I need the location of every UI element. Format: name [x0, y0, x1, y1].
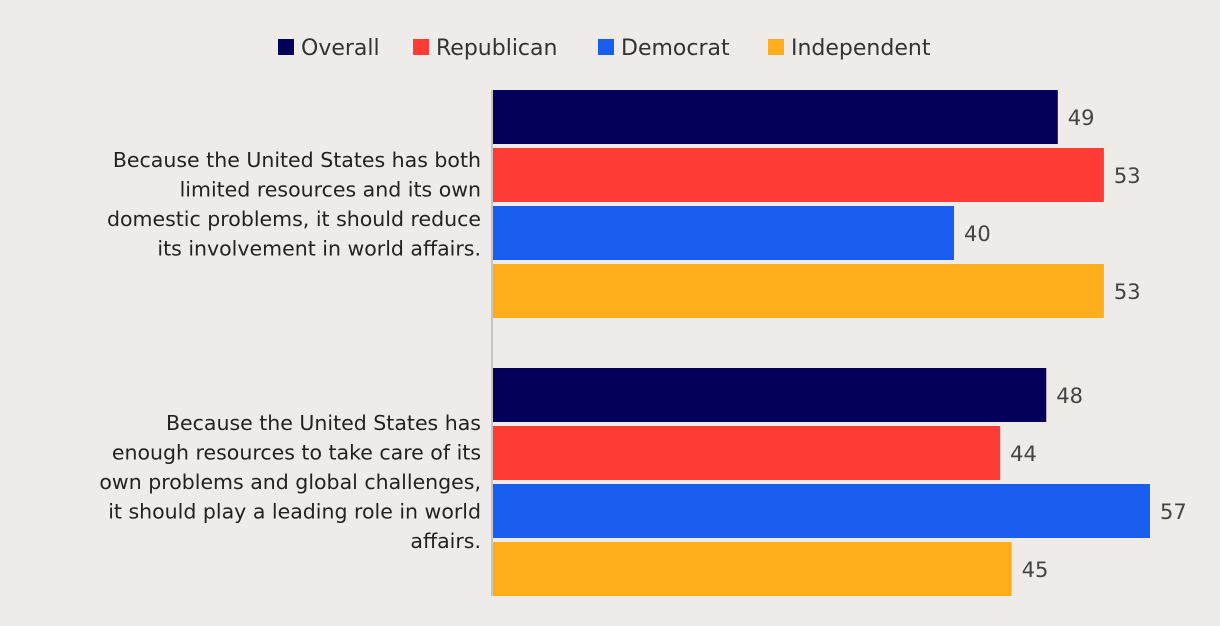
value-label-democrat-category-1: 40 — [964, 222, 991, 246]
value-label-independent-category-2: 45 — [1022, 558, 1049, 582]
value-label-republican-category-2: 44 — [1010, 442, 1037, 466]
legend-label-overall: Overall — [301, 36, 380, 61]
bar-overall-category-1 — [493, 90, 1058, 144]
value-label-republican-category-1: 53 — [1114, 164, 1141, 188]
category-label-2: Because the United States has enough reso… — [99, 411, 481, 553]
legend-swatch-republican — [413, 39, 429, 55]
value-label-independent-category-1: 53 — [1114, 280, 1141, 304]
value-labels: 49 53 40 53 48 44 57 45 — [964, 106, 1187, 582]
bar-democrat-category-1 — [493, 206, 955, 260]
category-label-line: its involvement in world affairs. — [157, 236, 481, 260]
category-label-line: Because the United States has both — [113, 148, 481, 172]
legend-item-republican: Republican — [413, 36, 557, 61]
legend-item-independent: Independent — [768, 36, 931, 61]
legend-swatch-independent — [768, 39, 784, 55]
legend-item-democrat: Democrat — [598, 36, 730, 61]
category-label-line: Because the United States has — [166, 411, 481, 435]
bar-independent-category-1 — [493, 264, 1104, 318]
legend-label-republican: Republican — [436, 36, 557, 61]
value-label-overall-category-2: 48 — [1056, 384, 1083, 408]
bar-republican-category-2 — [493, 426, 1001, 480]
bar-overall-category-2 — [493, 368, 1047, 422]
bars — [493, 90, 1150, 596]
bar-democrat-category-2 — [493, 484, 1150, 538]
category-label-line: domestic problems, it should reduce — [107, 207, 481, 231]
legend-swatch-democrat — [598, 39, 614, 55]
value-label-democrat-category-2: 57 — [1160, 500, 1187, 524]
legend-label-democrat: Democrat — [621, 36, 730, 61]
category-label-line: own problems and global challenges, — [99, 470, 481, 494]
bar-independent-category-2 — [493, 542, 1012, 596]
bar-republican-category-1 — [493, 148, 1104, 202]
legend-label-independent: Independent — [791, 36, 931, 61]
category-label-line: limited resources and its own — [180, 177, 481, 201]
value-label-overall-category-1: 49 — [1068, 106, 1095, 130]
category-labels: Because the United States has both limite… — [99, 148, 481, 553]
category-label-1: Because the United States has both limite… — [107, 148, 481, 261]
legend-item-overall: Overall — [278, 36, 380, 61]
legend: Overall Republican Democrat Independent — [278, 36, 931, 61]
category-label-line: affairs. — [410, 529, 481, 553]
category-label-line: it should play a leading role in world — [108, 500, 481, 524]
legend-swatch-overall — [278, 39, 294, 55]
category-label-line: enough resources to take care of its — [112, 441, 481, 465]
